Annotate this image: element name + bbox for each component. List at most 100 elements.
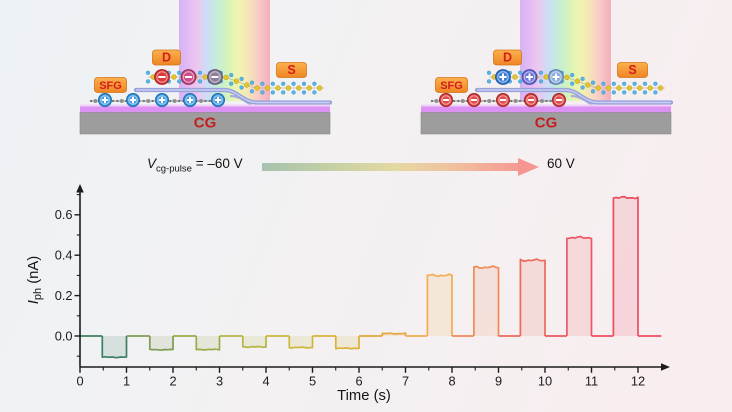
device-schematic-left: CG D S SFG — [79, 0, 333, 135]
c-atom — [510, 99, 513, 103]
pulse-fill — [427, 274, 452, 336]
c-atom — [111, 99, 115, 103]
device-schematic-right: CG D S SFG — [420, 0, 674, 135]
pulse-trace — [566, 235, 593, 336]
s-atom — [177, 70, 182, 75]
positive-charge-icon — [521, 69, 538, 85]
x-axis-label: Time (s) — [337, 388, 391, 404]
positive-charge-icon — [154, 92, 169, 107]
s-atom — [611, 90, 616, 95]
mo-atom — [306, 85, 312, 91]
s-atom — [281, 90, 286, 95]
s-atom — [239, 85, 244, 90]
c-atom — [545, 99, 548, 103]
y-axis-label: Iph (nA) — [26, 256, 44, 305]
c-atom — [116, 99, 119, 103]
drain-label: D — [503, 51, 512, 65]
x-tick-label: 1 — [123, 374, 130, 389]
positive-charge-icon — [495, 69, 511, 85]
pulse-trace — [288, 336, 314, 349]
positive-charge-icon — [548, 69, 564, 85]
s-atom — [590, 80, 596, 85]
y-tick-label: 0.2 — [55, 288, 73, 303]
gate-label: CG — [194, 115, 217, 132]
pulse-fill — [102, 336, 127, 358]
pulse-fill — [520, 259, 545, 336]
x-tick-label: 6 — [355, 374, 362, 389]
s-atom — [642, 81, 648, 86]
pulse-fill — [473, 266, 499, 336]
x-tick-label: 9 — [495, 374, 502, 389]
sfg-label: SFG — [440, 80, 463, 92]
s-atom — [301, 90, 307, 95]
gradient-arrow — [262, 163, 519, 171]
s-atom — [260, 90, 265, 95]
pulse-fill — [289, 336, 313, 348]
pulse-trace — [148, 336, 174, 352]
c-atom — [518, 99, 522, 103]
negative-charge-icon — [154, 69, 170, 85]
pulse-trace — [612, 195, 639, 336]
x-tick-label: 7 — [402, 374, 409, 389]
c-atom — [487, 99, 492, 103]
s-atom — [486, 79, 492, 84]
sfg-charges — [439, 92, 567, 107]
mo-atom — [275, 85, 281, 91]
mo-atom — [574, 78, 581, 84]
s-atom — [570, 72, 575, 78]
y-tick-label: 0.6 — [55, 207, 73, 222]
c-atom — [430, 99, 434, 103]
drain-label: D — [162, 51, 171, 65]
pulse-fill — [196, 336, 220, 350]
pulse-fill — [566, 236, 592, 336]
c-atom — [151, 99, 154, 103]
c-atom — [142, 99, 145, 103]
sfg-electrode — [94, 77, 127, 93]
s-atom — [145, 70, 151, 75]
c-atom — [169, 99, 172, 103]
x-tick-label: 4 — [262, 374, 269, 389]
s-atom — [580, 85, 585, 90]
mo-atom — [616, 85, 622, 91]
negative-charge-icon — [466, 92, 481, 107]
pulse-trace — [101, 336, 128, 359]
source-electrode — [617, 62, 648, 78]
s-atom — [538, 79, 544, 84]
s-atom — [518, 79, 523, 84]
positive-charge-icon — [125, 92, 140, 107]
mo-atom — [244, 82, 250, 88]
light-beam — [520, 0, 611, 101]
dielectric-top-edge — [80, 104, 330, 107]
c-atom — [199, 99, 203, 103]
s-atom — [281, 81, 286, 86]
c-atom — [434, 99, 439, 103]
x-tick-label: 2 — [169, 374, 176, 389]
s-atom — [260, 81, 265, 86]
mo-atom — [171, 74, 177, 80]
dielectric-layer — [80, 104, 330, 113]
s-atom — [197, 79, 203, 84]
channel-band-highlight — [136, 89, 330, 104]
pulse-trace — [381, 332, 407, 336]
positive-charge-icon — [182, 92, 197, 107]
mo-atom — [595, 85, 601, 91]
s-atom — [538, 70, 544, 75]
c-atom — [540, 99, 544, 103]
mo-atom — [605, 85, 612, 91]
s-atom — [291, 81, 296, 86]
x-tick-label: 11 — [585, 374, 598, 389]
mo-atom — [285, 85, 292, 91]
s-atom — [622, 90, 627, 95]
mo-atom — [626, 85, 633, 91]
s-atom — [580, 76, 585, 81]
pulse-trace — [473, 265, 500, 336]
s-atom — [518, 70, 523, 75]
s-atom — [301, 81, 307, 86]
c-atom — [549, 99, 552, 103]
s-atom — [177, 79, 182, 84]
x-tick-label: 5 — [309, 374, 316, 389]
mo-atom — [254, 85, 260, 91]
s-atom — [270, 81, 275, 86]
channel-charges — [154, 69, 223, 85]
